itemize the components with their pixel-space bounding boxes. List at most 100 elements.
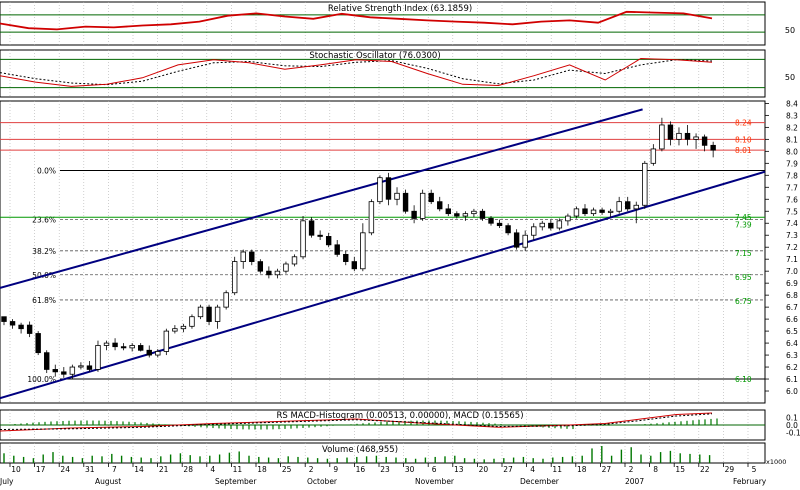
candle-down xyxy=(385,177,392,200)
candle-up xyxy=(693,136,699,140)
candle-up xyxy=(616,201,622,212)
candle-down xyxy=(44,352,50,370)
candle-down xyxy=(505,225,511,234)
price-axis-label: 7.4 xyxy=(786,219,798,228)
price-level-label: 7.45 xyxy=(735,213,752,222)
candle-down xyxy=(488,218,494,224)
candle-up xyxy=(565,215,571,222)
candle-up xyxy=(180,325,187,330)
stochastic-k-line xyxy=(0,57,713,87)
price-level-label: 7.39 xyxy=(735,220,752,229)
macd-line xyxy=(0,412,713,432)
candle-up xyxy=(163,330,170,352)
fib-level-label: 23.6% xyxy=(32,216,56,225)
candle-up xyxy=(642,162,648,206)
candle-down xyxy=(582,208,588,215)
candle-down xyxy=(351,261,358,270)
volume-title: Volume (468,955) xyxy=(322,445,398,455)
candle-up xyxy=(471,210,477,215)
candle-down xyxy=(710,144,716,151)
fib-level-label: 100.0% xyxy=(27,375,56,384)
rsi-panel-frame xyxy=(0,1,766,46)
month-label: November xyxy=(415,477,455,486)
candle-down xyxy=(61,371,67,375)
rsi-line xyxy=(0,10,713,31)
candle-up xyxy=(69,366,76,375)
macd-axis-label: 0.0 xyxy=(786,421,798,430)
candle-up xyxy=(462,213,469,217)
candle-down xyxy=(249,251,255,262)
date-axis-label: 15 xyxy=(675,465,685,474)
candle-up xyxy=(78,365,84,368)
rsi-axis-label: 50 xyxy=(785,26,795,35)
date-axis-label: 11 xyxy=(233,465,243,474)
price-level-label: 8.24 xyxy=(735,119,752,128)
candle-down xyxy=(26,324,33,334)
candle-up xyxy=(291,256,298,265)
stochastic-signal-line xyxy=(0,59,713,86)
price-axis-label: 6.6 xyxy=(786,315,798,324)
date-axis-label: 16 xyxy=(356,465,366,474)
price-axis-label: 8.3 xyxy=(786,111,798,120)
price-axis-label: 6.1 xyxy=(786,375,798,384)
macd-axis-label: -0.1 xyxy=(786,429,800,438)
stochastic-axis-label: 50 xyxy=(785,73,795,82)
candle-down xyxy=(146,349,152,356)
candle-down xyxy=(35,333,41,354)
candle-down xyxy=(317,234,323,237)
date-axis-label: 17 xyxy=(36,465,46,474)
price-axis-label: 6.4 xyxy=(786,339,798,348)
macd-axis-label: 0.1 xyxy=(786,414,798,423)
month-label: September xyxy=(215,477,257,486)
volume-panel-frame xyxy=(0,442,766,464)
date-axis-label: 13 xyxy=(454,465,464,474)
date-axis-label: 28 xyxy=(183,465,193,474)
date-axis-label: 20 xyxy=(479,465,489,474)
date-axis-label: 4 xyxy=(210,465,215,474)
date-axis-label: 14 xyxy=(134,465,144,474)
candle-down xyxy=(120,346,127,349)
macd-signal-line xyxy=(0,413,713,430)
candle-down xyxy=(496,222,503,227)
candle-down xyxy=(9,321,16,326)
candle-up xyxy=(377,177,383,203)
price-axis-label: 8.2 xyxy=(786,123,798,132)
price-level-label: 6.95 xyxy=(735,273,752,282)
candle-up xyxy=(573,208,580,217)
fib-level-label: 61.8% xyxy=(32,296,56,305)
price-panel-frame xyxy=(0,100,766,404)
candle-down xyxy=(86,365,93,370)
candle-down xyxy=(402,192,409,212)
price-axis-label: 7.6 xyxy=(786,195,798,204)
candle-down xyxy=(138,345,144,351)
price-axis-label: 7.7 xyxy=(786,183,798,192)
price-level-label: 7.15 xyxy=(735,249,752,258)
candle-down xyxy=(454,213,460,217)
date-axis-label: 6 xyxy=(432,465,437,474)
candle-up xyxy=(231,261,238,294)
date-axis-label: 27 xyxy=(503,465,513,474)
candle-down xyxy=(684,132,691,140)
candle-down xyxy=(343,253,349,262)
date-axis-label: 27 xyxy=(602,465,612,474)
candle-up xyxy=(607,210,614,213)
date-axis-label: 11 xyxy=(552,465,562,474)
date-axis-label: 25 xyxy=(282,465,292,474)
candle-down xyxy=(513,232,520,248)
candle-down xyxy=(548,222,554,229)
price-axis-label: 6.8 xyxy=(786,291,798,300)
candle-down xyxy=(479,210,486,219)
price-axis-label: 8.1 xyxy=(786,135,798,144)
candle-up xyxy=(633,204,639,210)
candle-up xyxy=(155,351,161,356)
candle-up xyxy=(129,345,135,349)
candle-up xyxy=(676,132,682,140)
macd-title: RS MACD-Histogram (0.00513, 0.00000), MA… xyxy=(276,411,523,421)
candle-up xyxy=(300,220,306,258)
candle-up xyxy=(394,192,400,200)
candle-down xyxy=(1,316,7,322)
candle-down xyxy=(52,369,58,373)
price-axis-label: 7.3 xyxy=(786,231,798,240)
